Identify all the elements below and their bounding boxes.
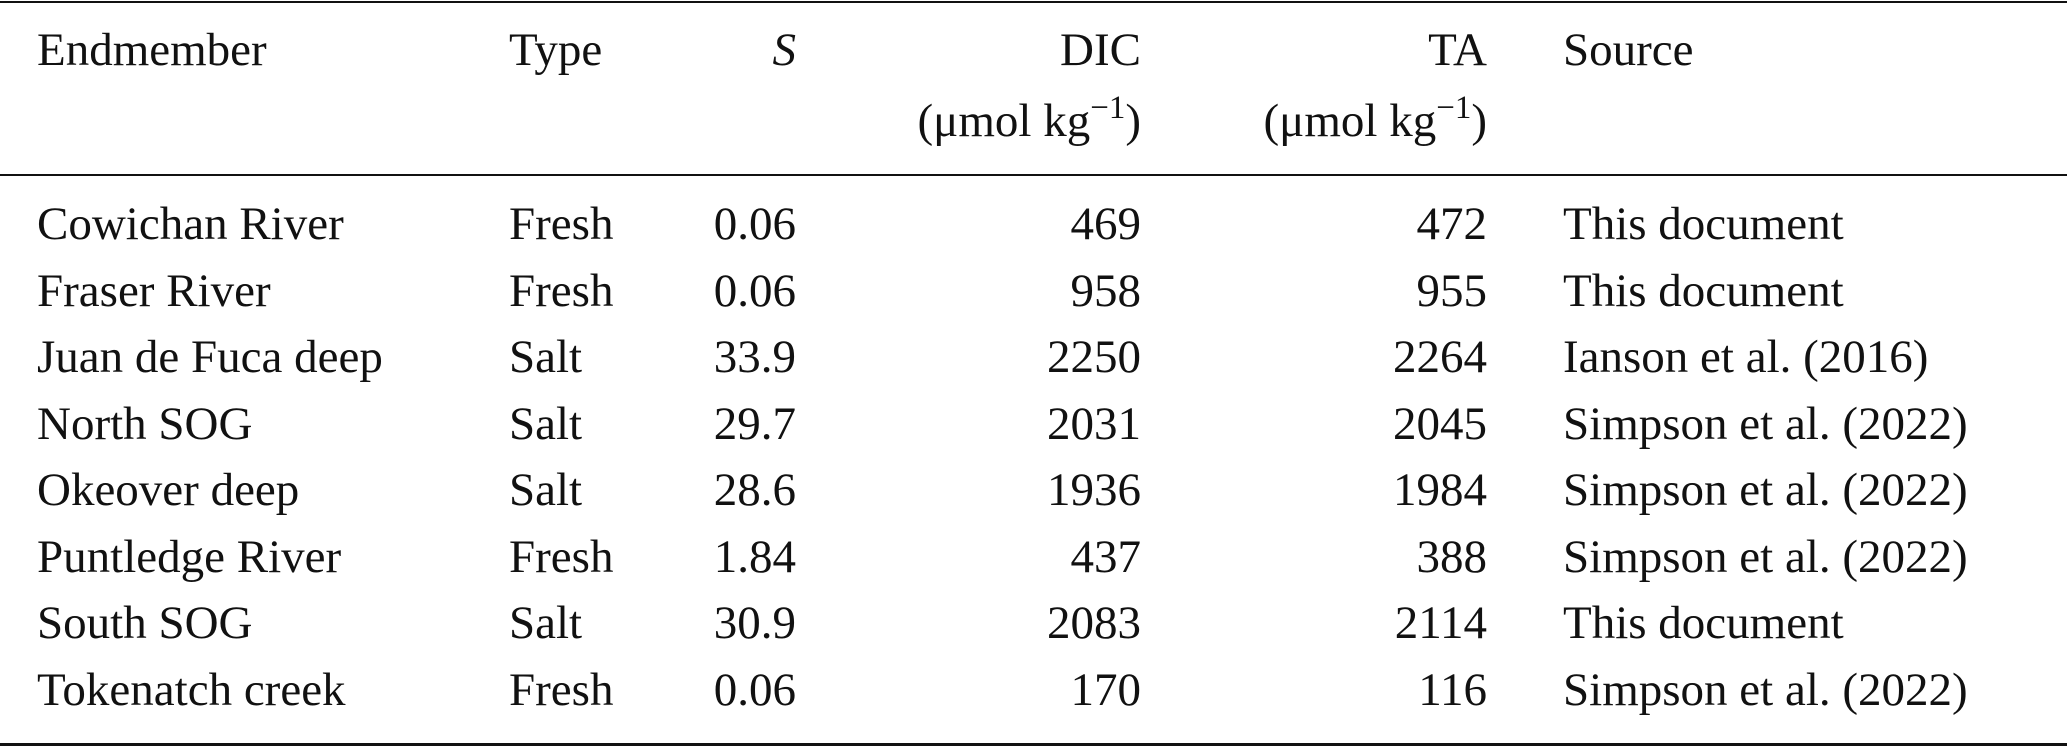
salinity-cell: 28.6 <box>713 464 796 516</box>
salinity-cell: 1.84 <box>713 530 796 583</box>
endmember-cell: Puntledge River <box>37 530 342 583</box>
salinity-cell: 30.9 <box>713 597 796 649</box>
unit-exponent: −1 <box>1436 90 1472 126</box>
source-cell: Ianson et al. (2016) <box>1563 331 1929 383</box>
unit-close: ) <box>1471 95 1487 147</box>
endmember-cell: South SOG <box>37 597 253 649</box>
header-label: Endmember <box>37 24 267 76</box>
salinity-cell: 0.06 <box>713 663 796 716</box>
ta-cell: 116 <box>1418 663 1487 716</box>
salinity-cell: 29.7 <box>713 397 796 450</box>
type-cell: Salt <box>509 464 583 516</box>
ta-cell: 2264 <box>1393 331 1487 383</box>
endmember-cell: Juan de Fuca deep <box>37 331 383 383</box>
ta-cell: 1984 <box>1393 464 1487 516</box>
header-unit: (μmol kg−1) <box>918 91 1142 151</box>
header-label: TA <box>1428 24 1487 76</box>
header-rule <box>0 174 2067 176</box>
ta-cell: 2045 <box>1393 397 1487 450</box>
ta-cell: 955 <box>1416 264 1488 317</box>
dic-cell: 1936 <box>1047 464 1141 516</box>
unit-text: (μmol kg <box>917 95 1091 147</box>
endmember-cell: Okeover deep <box>37 464 300 516</box>
source-cell: Simpson et al. (2022) <box>1563 530 1968 583</box>
header-label: Type <box>509 24 603 76</box>
dic-cell: 469 <box>1070 198 1142 250</box>
type-cell: Fresh <box>509 663 614 716</box>
unit-text: (μmol kg <box>1263 95 1437 147</box>
unit-close: ) <box>1125 95 1141 147</box>
endmember-cell: North SOG <box>37 397 253 450</box>
dic-cell: 2031 <box>1047 397 1141 450</box>
dic-cell: 170 <box>1070 663 1142 716</box>
ta-cell: 388 <box>1416 530 1488 583</box>
header-label: DIC <box>1060 24 1141 76</box>
salinity-cell: 0.06 <box>713 264 796 317</box>
source-cell: Simpson et al. (2022) <box>1563 663 1968 716</box>
type-cell: Salt <box>509 397 583 450</box>
type-cell: Fresh <box>509 198 614 250</box>
endmember-cell: Fraser River <box>37 264 271 317</box>
source-cell: This document <box>1563 198 1844 250</box>
dic-cell: 2250 <box>1047 331 1141 383</box>
source-cell: This document <box>1563 597 1844 649</box>
source-cell: Simpson et al. (2022) <box>1563 397 1968 450</box>
bottom-rule <box>0 743 2067 746</box>
type-cell: Salt <box>509 331 583 383</box>
dic-cell: 2083 <box>1047 597 1141 649</box>
header-label: S <box>772 24 797 76</box>
type-cell: Salt <box>509 597 583 649</box>
dic-cell: 958 <box>1070 264 1142 317</box>
unit-exponent: −1 <box>1090 90 1126 126</box>
header-unit: (μmol kg−1) <box>1264 91 1488 151</box>
header-label: Source <box>1563 24 1694 76</box>
ta-cell: 472 <box>1416 198 1488 250</box>
salinity-cell: 33.9 <box>713 331 796 383</box>
top-rule <box>0 1 2067 3</box>
salinity-cell: 0.06 <box>713 198 796 250</box>
type-cell: Fresh <box>509 530 614 583</box>
source-cell: This document <box>1563 264 1844 317</box>
ta-cell: 2114 <box>1394 597 1487 649</box>
source-cell: Simpson et al. (2022) <box>1563 464 1968 516</box>
type-cell: Fresh <box>509 264 614 317</box>
dic-cell: 437 <box>1070 530 1142 583</box>
endmember-cell: Tokenatch creek <box>37 663 346 716</box>
endmember-cell: Cowichan River <box>37 198 344 250</box>
